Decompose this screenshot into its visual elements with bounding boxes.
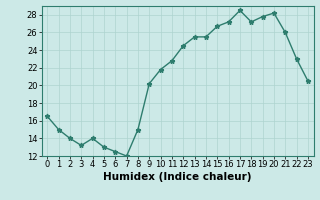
X-axis label: Humidex (Indice chaleur): Humidex (Indice chaleur) — [103, 172, 252, 182]
